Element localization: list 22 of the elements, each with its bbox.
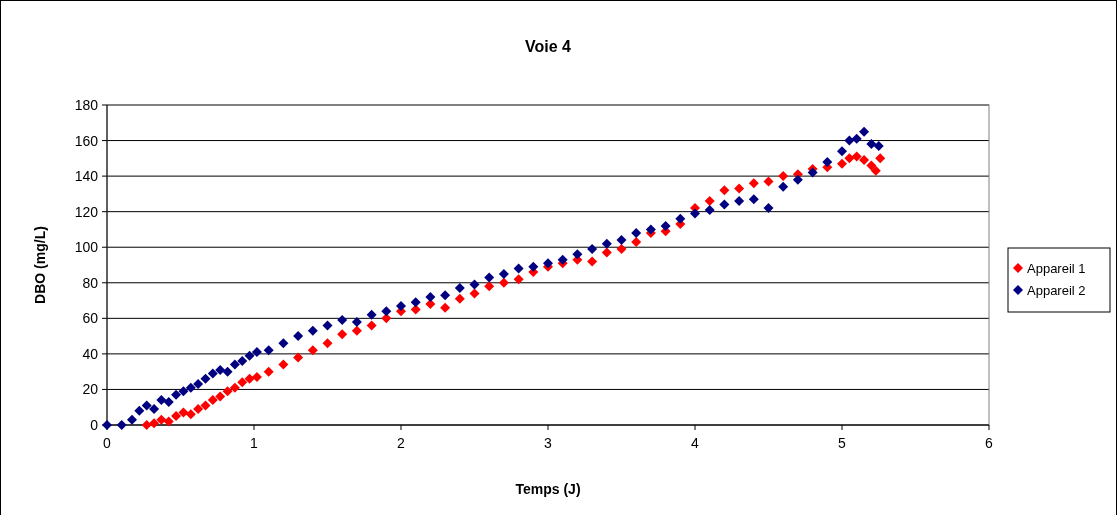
y-tick-label: 140: [74, 168, 99, 185]
y-tick-label: 160: [74, 132, 99, 149]
y-tick-label: 20: [82, 381, 99, 398]
x-axis-title: Temps (J): [515, 481, 581, 497]
y-axis-title: DBO (mg/L): [32, 226, 48, 304]
y-tick-label: 80: [82, 274, 99, 291]
legend-label: Appareil 1: [1027, 261, 1086, 276]
x-tick-label: 0: [103, 435, 112, 451]
y-tick-label: 60: [82, 310, 99, 327]
x-tick-label: 6: [985, 435, 994, 451]
chart-title: Voie 4: [525, 38, 572, 55]
x-tick-label: 4: [691, 435, 700, 451]
legend-label: Appareil 2: [1027, 283, 1086, 298]
y-tick-label: 120: [74, 203, 99, 220]
x-tick-label: 5: [838, 435, 847, 451]
y-tick-label: 0: [90, 417, 99, 433]
y-tick-label: 100: [74, 239, 99, 256]
y-tick-label: 180: [74, 97, 99, 113]
y-tick-label: 40: [82, 345, 99, 362]
x-tick-label: 1: [250, 435, 259, 451]
x-tick-label: 2: [397, 435, 406, 451]
x-tick-label: 3: [544, 435, 553, 451]
